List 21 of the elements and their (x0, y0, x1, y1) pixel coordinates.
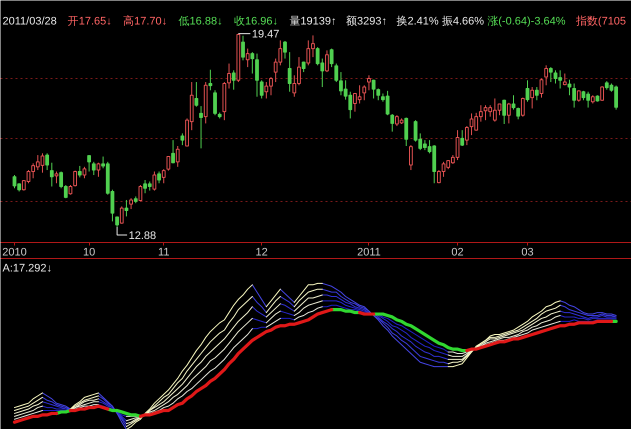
x-tick-label: 11 (158, 246, 170, 258)
annotation: 换2.41% (396, 16, 439, 28)
annotation: 2011/03/28 (2, 16, 57, 28)
annotation: 量19139↑ (289, 16, 336, 28)
annotation: 振4.66% (442, 16, 484, 28)
annotation: 高17.70↓ (123, 14, 168, 28)
x-tick-label: 2010 (2, 246, 27, 258)
x-tick-label: 2011 (357, 246, 381, 258)
x-tick-label: 03 (521, 246, 534, 258)
annotation: 额3293↑ (346, 14, 387, 28)
x-tick-label: 12 (256, 246, 268, 258)
annotation: 指数(7105 (574, 16, 626, 28)
annotation: 收16.96↓ (234, 16, 278, 28)
x-tick-label: 10 (82, 246, 96, 258)
x-tick-label: 02 (451, 246, 464, 258)
annotation: 低16.88↓ (178, 16, 223, 28)
annotation: 涨(-0.64)-3.64% (487, 16, 566, 28)
annotation: 12.88 (128, 230, 156, 242)
annotation: 开17.65↓ (68, 16, 112, 28)
annotation: 19.47 (252, 28, 280, 41)
text: A:17.292↓ (2, 262, 52, 274)
